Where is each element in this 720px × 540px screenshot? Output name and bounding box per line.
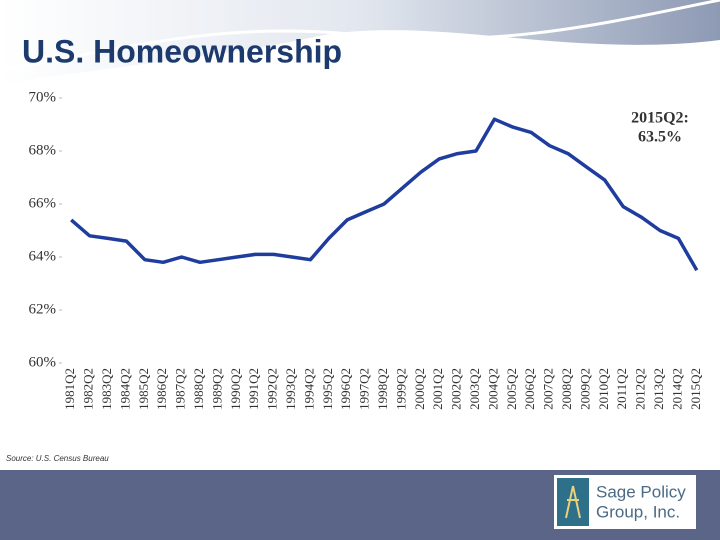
y-tick-label: 60% bbox=[29, 354, 57, 370]
x-tick-label: 1995Q2 bbox=[320, 368, 335, 410]
x-tick-label: 1984Q2 bbox=[117, 368, 132, 410]
logo-text: Group, Inc. bbox=[596, 502, 680, 521]
source: Source: U.S. Census Bureau bbox=[6, 454, 109, 463]
x-tick-label: 1994Q2 bbox=[301, 368, 316, 410]
annotation: 63.5% bbox=[638, 129, 682, 146]
x-tick-label: 2013Q2 bbox=[651, 368, 666, 410]
x-tick-label: 1992Q2 bbox=[265, 368, 280, 410]
x-tick-label: 1999Q2 bbox=[393, 368, 408, 410]
x-tick-label: 2005Q2 bbox=[504, 368, 519, 410]
x-tick-label: 1990Q2 bbox=[228, 368, 243, 410]
x-tick-label: 2006Q2 bbox=[522, 368, 537, 410]
x-tick-label: 2004Q2 bbox=[485, 368, 500, 410]
x-tick-label: 2012Q2 bbox=[633, 368, 648, 410]
x-tick-label: 2010Q2 bbox=[596, 368, 611, 410]
x-tick-label: 1988Q2 bbox=[191, 368, 206, 410]
x-tick-label: 1996Q2 bbox=[338, 368, 353, 410]
logo-text: Sage Policy bbox=[596, 482, 686, 501]
logo-icon bbox=[557, 478, 589, 526]
header-wave bbox=[0, 0, 720, 85]
chart-title: U.S. Homeownership bbox=[22, 33, 342, 69]
y-tick-label: 66% bbox=[29, 195, 57, 211]
x-tick-label: 1981Q2 bbox=[62, 368, 77, 410]
x-tick-label: 2011Q2 bbox=[614, 368, 629, 409]
x-tick-label: 1983Q2 bbox=[99, 368, 114, 410]
x-tick-label: 2000Q2 bbox=[412, 368, 427, 410]
x-tick-label: 1987Q2 bbox=[173, 368, 188, 410]
x-tick-label: 1989Q2 bbox=[209, 368, 224, 410]
x-tick-label: 2009Q2 bbox=[577, 368, 592, 410]
y-tick-label: 64% bbox=[29, 248, 57, 264]
annotation: 2015Q2: bbox=[631, 110, 689, 127]
x-tick-label: 1985Q2 bbox=[136, 368, 151, 410]
x-tick-label: 1991Q2 bbox=[246, 368, 261, 410]
line bbox=[70, 117, 699, 272]
x-tick-label: 2014Q2 bbox=[669, 368, 684, 410]
x-tick-label: 1993Q2 bbox=[283, 368, 298, 410]
x-tick-label: 1982Q2 bbox=[81, 368, 96, 410]
x-tick-label: 2002Q2 bbox=[449, 368, 464, 410]
x-tick-label: 2007Q2 bbox=[541, 368, 556, 410]
y-tick-label: 68% bbox=[29, 142, 57, 158]
x-tick-label: 2008Q2 bbox=[559, 368, 574, 410]
header-stroke bbox=[0, 0, 720, 72]
x-tick-label: 1998Q2 bbox=[375, 368, 390, 410]
logo-symbol bbox=[565, 485, 581, 519]
x-tick-label: 2001Q2 bbox=[430, 368, 445, 410]
y-tick-label: 70% bbox=[29, 89, 57, 105]
x-tick-label: 2015Q2 bbox=[688, 368, 703, 410]
x-tick-label: 1986Q2 bbox=[154, 368, 169, 410]
x-tick-label: 1997Q2 bbox=[357, 368, 372, 410]
y-tick-label: 62% bbox=[29, 301, 57, 317]
x-tick-label: 2003Q2 bbox=[467, 368, 482, 410]
